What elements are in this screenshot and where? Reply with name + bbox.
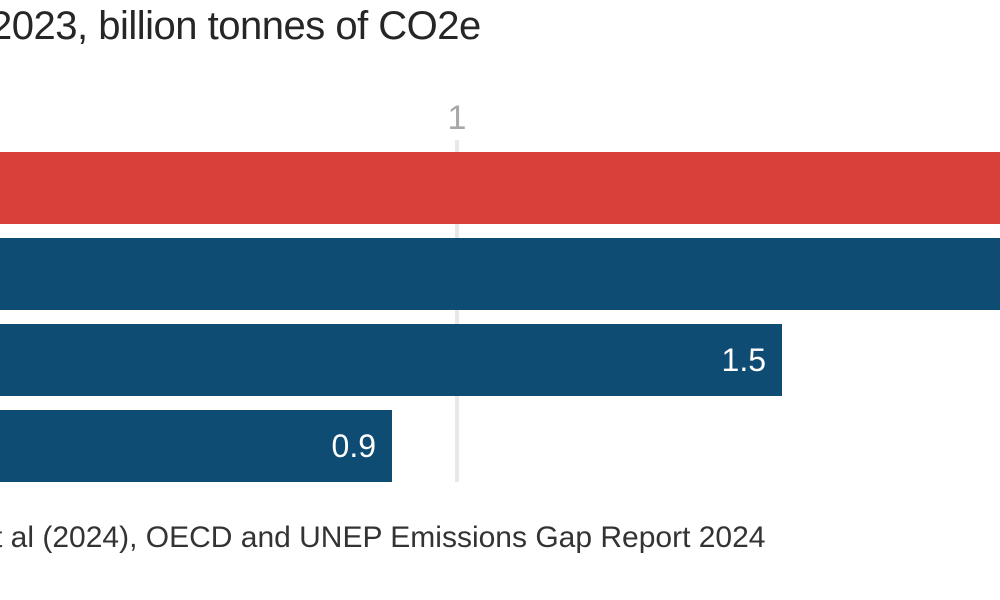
x-gridline — [455, 140, 459, 482]
bar-1 — [0, 152, 1000, 224]
x-tick-label: 1 — [447, 99, 467, 137]
bar-2 — [0, 238, 1000, 310]
bar-value-label: 0.9 — [331, 427, 376, 464]
source-note: t al (2024), OECD and UNEP Emissions Gap… — [0, 521, 766, 554]
bar-4: 0.9 — [0, 410, 392, 482]
plot-area: 1 1.5 0.9 — [0, 95, 1000, 485]
chart-title: 2023, billion tonnes of CO2e — [0, 4, 481, 48]
bar-3: 1.5 — [0, 324, 782, 396]
bar-value-label: 1.5 — [721, 341, 766, 378]
